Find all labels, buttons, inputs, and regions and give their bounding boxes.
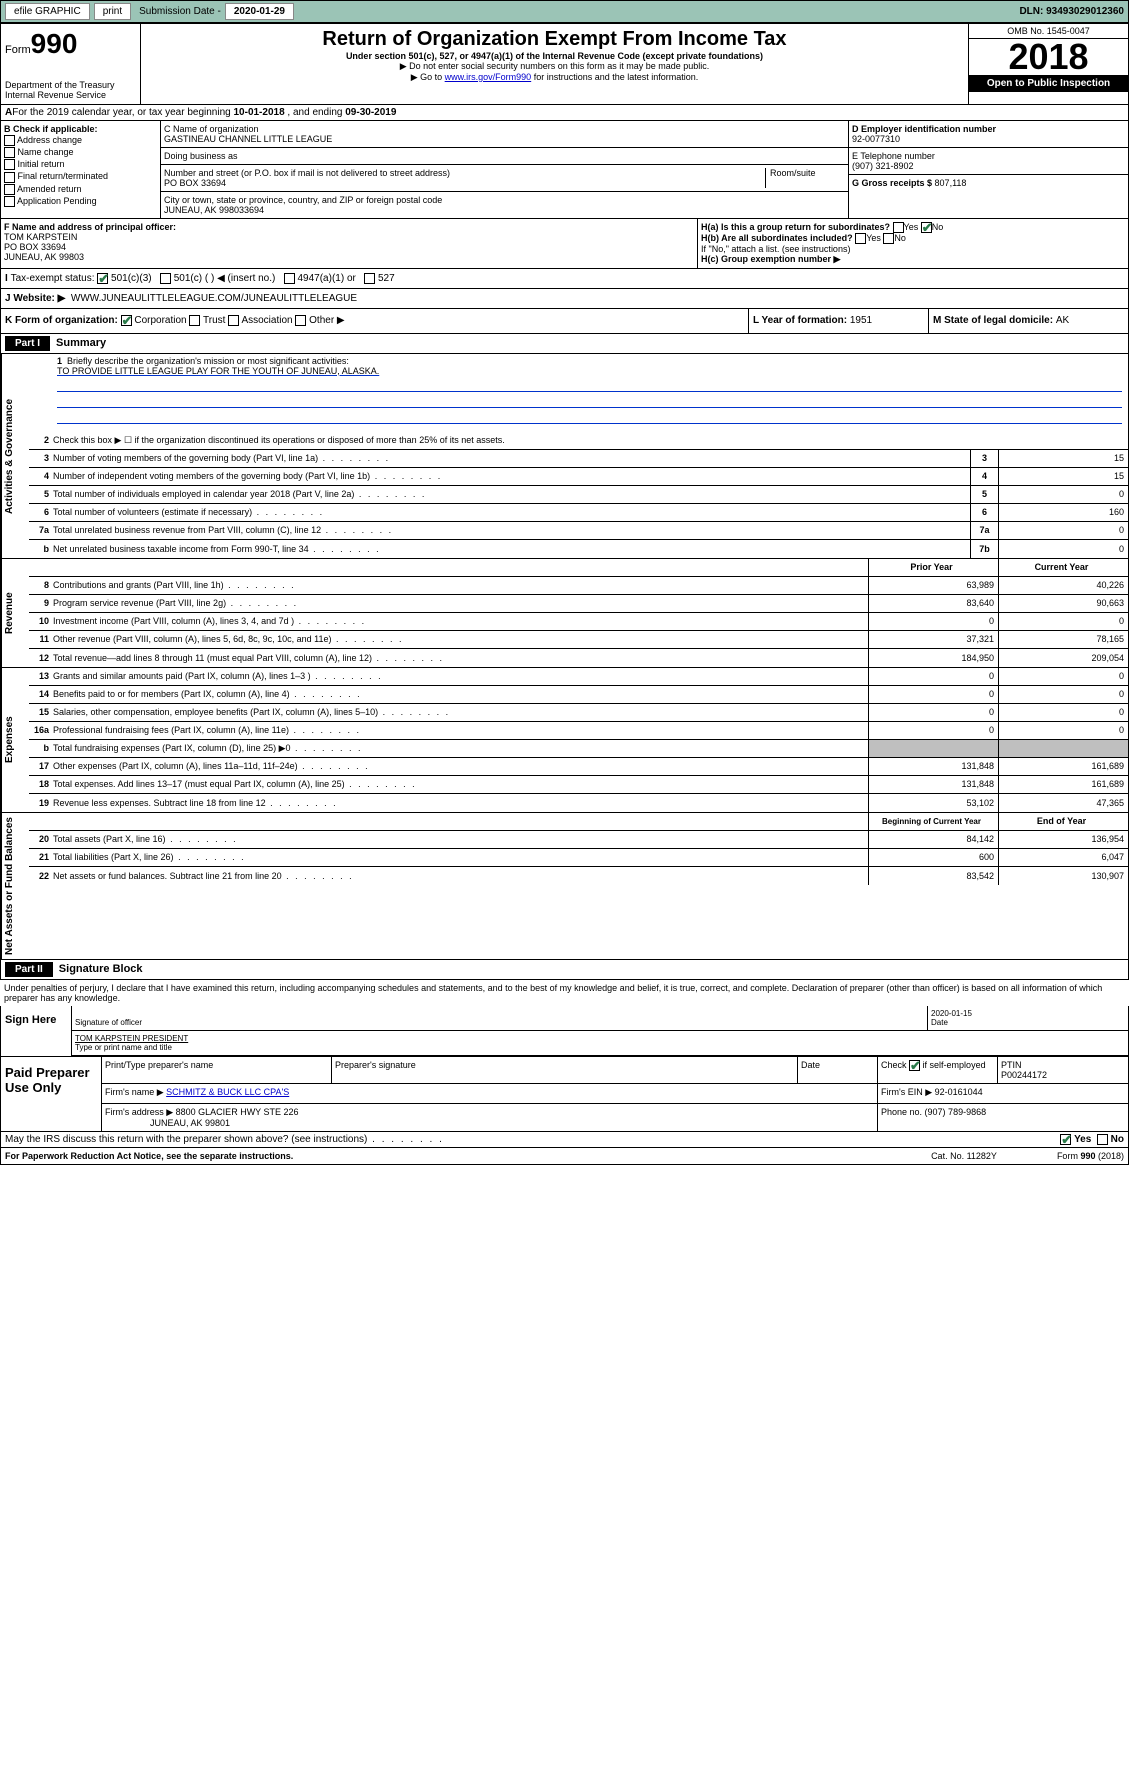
footer: For Paperwork Reduction Act Notice, see … <box>0 1148 1129 1165</box>
ein: 92-0077310 <box>852 134 1125 144</box>
form-subtitle: Under section 501(c), 527, or 4947(a)(1)… <box>145 51 964 61</box>
col-d: D Employer identification number 92-0077… <box>848 121 1128 218</box>
gov-line: 6Total number of volunteers (estimate if… <box>29 504 1128 522</box>
top-toolbar: efile GRAPHIC print Submission Date - 20… <box>0 0 1129 23</box>
gov-line: 4Number of independent voting members of… <box>29 468 1128 486</box>
discuss-yes[interactable] <box>1060 1134 1071 1145</box>
expenses-section: Expenses 13Grants and similar amounts pa… <box>0 668 1129 813</box>
row-fh: F Name and address of principal officer:… <box>0 219 1129 269</box>
ha-yes[interactable] <box>893 222 904 233</box>
rev-line: 9Program service revenue (Part VIII, lin… <box>29 595 1128 613</box>
tax-527[interactable] <box>364 273 375 284</box>
row-website: J Website: ▶ WWW.JUNEAULITTLELEAGUE.COM/… <box>0 289 1129 309</box>
checkbox-address[interactable] <box>4 135 15 146</box>
state-domicile: AK <box>1056 315 1069 326</box>
discuss-row: May the IRS discuss this return with the… <box>0 1132 1129 1148</box>
form-number: Form990 <box>5 28 136 60</box>
firm-link[interactable]: SCHMITZ & BUCK LLC CPA'S <box>166 1087 289 1097</box>
section-a: AFor the 2019 calendar year, or tax year… <box>0 105 1129 121</box>
checkbox-amended[interactable] <box>4 184 15 195</box>
exp-line: 15Salaries, other compensation, employee… <box>29 704 1128 722</box>
discuss-no[interactable] <box>1097 1134 1108 1145</box>
k-trust[interactable] <box>189 315 200 326</box>
signer-name: TOM KARPSTEIN PRESIDENT <box>75 1034 188 1043</box>
form-note2: ▶ Go to www.irs.gov/Form990 for instruct… <box>145 72 964 83</box>
tax-year: 2018 <box>969 39 1128 75</box>
firm-ein: 92-0161044 <box>935 1087 983 1097</box>
dln: DLN: 93493029012360 <box>1019 6 1124 17</box>
rev-line: 8Contributions and grants (Part VIII, li… <box>29 577 1128 595</box>
col-c: C Name of organization GASTINEAU CHANNEL… <box>161 121 848 218</box>
rev-line: 11Other revenue (Part VIII, column (A), … <box>29 631 1128 649</box>
part1-header: Part ISummary <box>0 334 1129 354</box>
checkbox-pending[interactable] <box>4 196 15 207</box>
year-formation: 1951 <box>850 315 872 326</box>
print-button[interactable]: print <box>94 3 131 20</box>
dept-label: Department of the Treasury <box>5 80 136 90</box>
exp-line: 14Benefits paid to or for members (Part … <box>29 686 1128 704</box>
form-title: Return of Organization Exempt From Incom… <box>145 28 964 51</box>
exp-line: 17Other expenses (Part IX, column (A), l… <box>29 758 1128 776</box>
gov-line: 3Number of voting members of the governi… <box>29 450 1128 468</box>
tax-501c3[interactable] <box>97 273 108 284</box>
exp-line: bTotal fundraising expenses (Part IX, co… <box>29 740 1128 758</box>
street-address: PO BOX 33694 <box>164 178 765 188</box>
net-line: 21Total liabilities (Part X, line 26)600… <box>29 849 1128 867</box>
k-assoc[interactable] <box>228 315 239 326</box>
sign-block: Sign Here Signature of officer 2020-01-1… <box>0 1006 1129 1057</box>
net-line: 20Total assets (Part X, line 16)84,14213… <box>29 831 1128 849</box>
grid-bcd: B Check if applicable: Address change Na… <box>0 121 1129 219</box>
exp-line: 16aProfessional fundraising fees (Part I… <box>29 722 1128 740</box>
gov-line: 5Total number of individuals employed in… <box>29 486 1128 504</box>
hb-no[interactable] <box>883 233 894 244</box>
open-public: Open to Public Inspection <box>969 75 1128 92</box>
checkbox-name[interactable] <box>4 147 15 158</box>
efile-button[interactable]: efile GRAPHIC <box>5 3 90 20</box>
net-line: 22Net assets or fund balances. Subtract … <box>29 867 1128 885</box>
gov-line: 7aTotal unrelated business revenue from … <box>29 522 1128 540</box>
row-klm: K Form of organization: Corporation Trus… <box>0 309 1129 333</box>
city-state-zip: JUNEAU, AK 998033694 <box>164 205 845 215</box>
hb-yes[interactable] <box>855 233 866 244</box>
mission-text: TO PROVIDE LITTLE LEAGUE PLAY FOR THE YO… <box>57 366 379 376</box>
k-other[interactable] <box>295 315 306 326</box>
form-header: Form990 Department of the Treasury Inter… <box>0 23 1129 105</box>
sign-date: 2020-01-15 <box>931 1009 972 1018</box>
submission-date: 2020-01-29 <box>225 3 294 20</box>
governance-section: Activities & Governance 1 Briefly descri… <box>0 354 1129 559</box>
part2-header: Part IISignature Block <box>0 960 1129 980</box>
gross-receipts: 807,118 <box>935 178 967 188</box>
gov-line: bNet unrelated business taxable income f… <box>29 540 1128 558</box>
exp-line: 13Grants and similar amounts paid (Part … <box>29 668 1128 686</box>
irs-link[interactable]: www.irs.gov/Form990 <box>445 72 532 82</box>
irs-label: Internal Revenue Service <box>5 90 136 100</box>
checkbox-initial[interactable] <box>4 159 15 170</box>
form-note1: ▶ Do not enter social security numbers o… <box>145 61 964 72</box>
org-name: GASTINEAU CHANNEL LITTLE LEAGUE <box>164 134 845 144</box>
revenue-section: Revenue Prior YearCurrent Year 8Contribu… <box>0 559 1129 668</box>
tax-501c[interactable] <box>160 273 171 284</box>
firm-phone: (907) 789-9868 <box>925 1107 987 1117</box>
website-url: WWW.JUNEAULITTLELEAGUE.COM/JUNEAULITTLEL… <box>71 293 357 304</box>
officer-name: TOM KARPSTEIN <box>4 232 77 242</box>
exp-line: 18Total expenses. Add lines 13–17 (must … <box>29 776 1128 794</box>
self-employed-check[interactable] <box>909 1060 920 1071</box>
rev-line: 12Total revenue—add lines 8 through 11 (… <box>29 649 1128 667</box>
netassets-section: Net Assets or Fund Balances Beginning of… <box>0 813 1129 960</box>
paid-preparer: Paid Preparer Use Only Print/Type prepar… <box>0 1057 1129 1132</box>
rev-line: 10Investment income (Part VIII, column (… <box>29 613 1128 631</box>
submission-label: Submission Date - <box>139 6 221 17</box>
k-corp[interactable] <box>121 315 132 326</box>
col-b: B Check if applicable: Address change Na… <box>1 121 161 218</box>
checkbox-final[interactable] <box>4 172 15 183</box>
ha-no[interactable] <box>921 222 932 233</box>
exp-line: 19Revenue less expenses. Subtract line 1… <box>29 794 1128 812</box>
declaration: Under penalties of perjury, I declare th… <box>0 980 1129 1006</box>
ptin: P00244172 <box>1001 1070 1047 1080</box>
phone: (907) 321-8902 <box>852 161 1125 171</box>
row-tax-status: I Tax-exempt status: 501(c)(3) 501(c) ( … <box>0 269 1129 289</box>
tax-4947[interactable] <box>284 273 295 284</box>
